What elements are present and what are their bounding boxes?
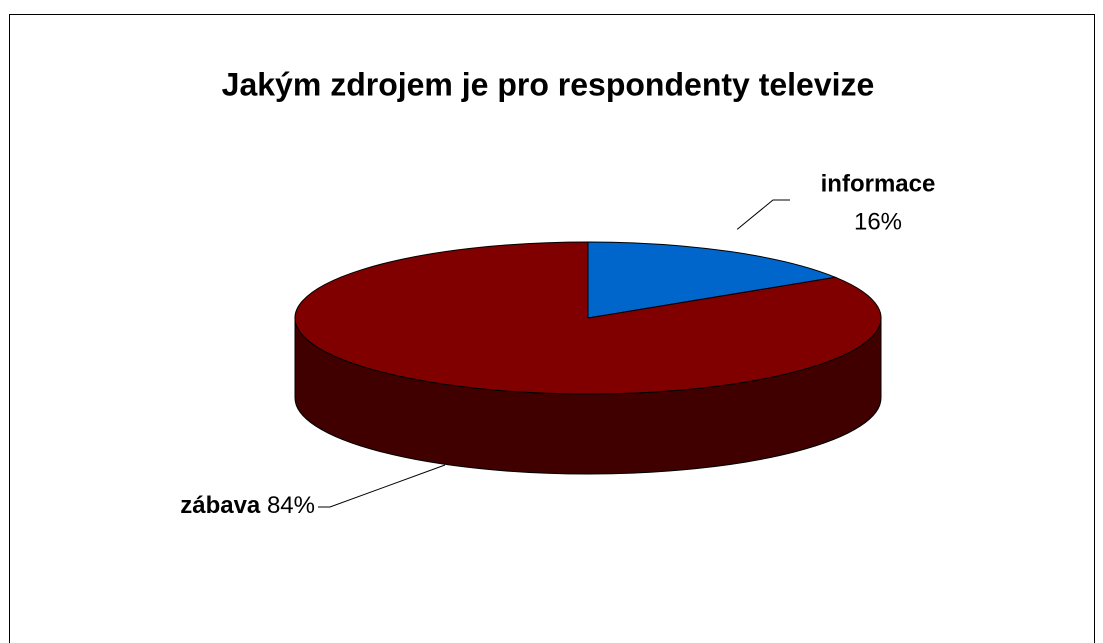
leader-line xyxy=(318,464,446,508)
slice-value-label: 16% xyxy=(854,208,902,235)
labels: informace 16% zábava 84% xyxy=(180,170,935,519)
pie xyxy=(294,241,882,475)
slice-value-label: 84% xyxy=(267,492,315,519)
slice-name: zábava xyxy=(180,492,261,519)
slice xyxy=(587,241,838,319)
slice-label: zábava 84% xyxy=(180,492,315,519)
chart-title: Jakým zdrojem je pro respondenty televiz… xyxy=(222,66,875,102)
leader-line xyxy=(736,199,790,230)
slice xyxy=(294,241,882,395)
slice-label: informace xyxy=(821,170,936,197)
